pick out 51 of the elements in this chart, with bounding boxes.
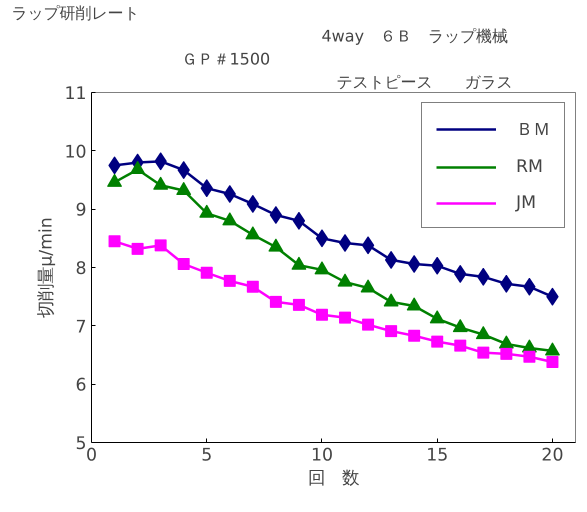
point — [108, 235, 121, 248]
x-tick-label: 5 — [201, 446, 212, 466]
point — [270, 206, 282, 224]
x-tick-label: 15 — [426, 446, 448, 466]
point — [454, 340, 466, 352]
y-tick-label: 11 — [64, 84, 87, 104]
point — [154, 152, 167, 170]
x-tick-label: 20 — [541, 446, 564, 466]
point — [292, 212, 306, 230]
point — [292, 298, 305, 311]
point — [108, 156, 121, 174]
y-tick-label: 6 — [75, 376, 87, 396]
y-axis-title: 切削量μ/min — [36, 217, 56, 318]
y-tick-label: 10 — [64, 142, 87, 162]
point — [500, 348, 512, 360]
point — [316, 308, 328, 321]
chart-title: ラップ研削レート — [12, 4, 140, 22]
point — [224, 274, 236, 287]
point — [246, 280, 259, 293]
point — [408, 330, 420, 342]
point — [431, 336, 444, 348]
text: 4way ６Ｂ ラップ機械 — [322, 26, 508, 46]
y-tick-label: 7 — [75, 317, 87, 338]
point — [316, 229, 328, 248]
chart-subtitle: ＧＰ＃1500 — [182, 50, 270, 68]
point — [523, 278, 536, 296]
point — [132, 242, 144, 255]
point — [178, 258, 190, 270]
point — [154, 239, 167, 252]
point — [362, 318, 374, 331]
legend-label: JM — [516, 193, 536, 213]
legend-label: ＢＭ — [516, 119, 550, 141]
y-tick-label: 8 — [75, 259, 87, 279]
point — [385, 325, 398, 338]
point — [546, 288, 559, 306]
point — [339, 312, 352, 324]
point — [523, 350, 536, 363]
point — [477, 346, 490, 359]
point — [362, 236, 374, 254]
text: テストピース ガラス — [336, 72, 512, 92]
point — [270, 296, 282, 308]
x-axis-title: 回 数 — [308, 468, 359, 488]
point — [200, 266, 213, 279]
point — [546, 356, 558, 368]
x-tick-label: 0 — [86, 446, 98, 466]
x-tick-label: 10 — [310, 446, 334, 466]
point — [500, 274, 513, 293]
legend-label: RM — [516, 157, 543, 177]
point — [384, 250, 398, 269]
y-tick-label: 9 — [75, 200, 87, 221]
point — [338, 234, 352, 252]
